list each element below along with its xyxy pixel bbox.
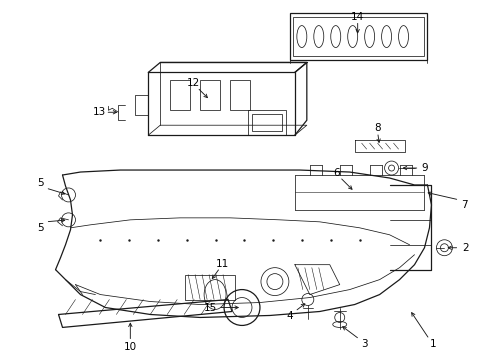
Text: 9: 9 [420,163,427,173]
Bar [185,275,235,300]
Text: 14: 14 [350,12,364,22]
Bar [247,110,285,135]
Text: 1: 1 [429,339,436,349]
Text: 5: 5 [37,223,44,233]
Text: 11: 11 [215,259,228,269]
Text: 15: 15 [203,302,216,312]
Bar [200,80,220,110]
Text: 8: 8 [373,123,380,133]
Text: 5: 5 [37,178,44,188]
Bar [289,13,427,60]
Text: 4: 4 [286,311,293,321]
Bar [292,17,424,57]
Text: 3: 3 [361,339,367,349]
Text: 7: 7 [460,200,467,210]
Text: 10: 10 [123,342,137,352]
Bar [170,80,190,110]
Text: 13: 13 [93,107,106,117]
Bar [251,114,281,131]
Bar [229,80,249,110]
Text: 2: 2 [461,243,468,253]
Text: 6: 6 [333,168,339,178]
Text: 12: 12 [186,78,200,88]
